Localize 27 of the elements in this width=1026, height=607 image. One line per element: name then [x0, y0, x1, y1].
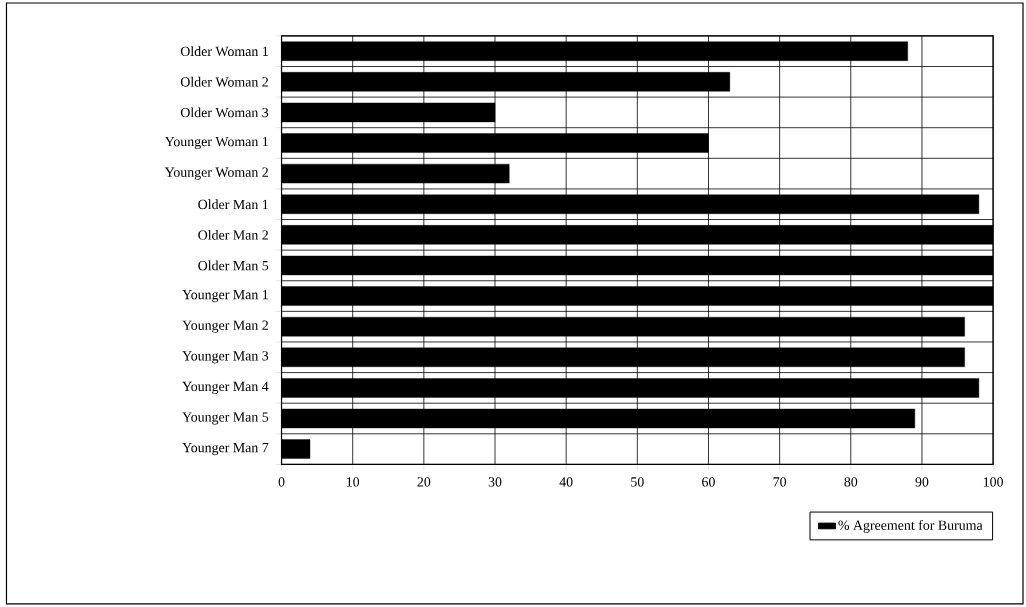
x-tick-label: 70 — [773, 477, 787, 487]
y-tick-label: Older Man 2 — [198, 229, 268, 240]
y-tick-label: Older Woman 3 — [180, 107, 269, 118]
x-tick-label: 60 — [702, 477, 715, 487]
y-tick-label: Younger Woman 2 — [164, 167, 268, 180]
bar — [281, 439, 311, 459]
y-tick-label: Younger Man 2 — [182, 320, 268, 333]
y-tick-label: Younger Man 7 — [182, 443, 269, 456]
x-tick-label: 50 — [631, 477, 644, 487]
y-tick-label: Younger Man 3 — [182, 351, 269, 364]
x-tick-label: 0 — [278, 477, 285, 487]
x-tick-label: 100 — [983, 477, 1003, 487]
y-tick-label: Younger Man 5 — [182, 412, 269, 425]
y-tick-label: Younger Man 1 — [182, 289, 268, 303]
y-tick-label: Older Woman 2 — [180, 76, 268, 87]
x-tick-label: 80 — [844, 477, 858, 487]
x-tick-label: 40 — [559, 477, 573, 487]
x-tick-label: 20 — [417, 477, 431, 487]
x-tick-label: 30 — [488, 477, 502, 487]
x-tick-label: 90 — [915, 477, 929, 487]
y-tick-label: Older Woman 1 — [180, 46, 268, 57]
y-tick-label: Younger Man 4 — [182, 381, 269, 394]
y-tick-label: Younger Woman 1 — [164, 136, 268, 150]
y-tick-label: Older Man 5 — [198, 260, 269, 271]
x-tick-label: 10 — [346, 477, 360, 487]
legend-label: % Agreement for Buruma — [838, 520, 983, 533]
y-tick-label: Older Man 1 — [198, 199, 268, 210]
